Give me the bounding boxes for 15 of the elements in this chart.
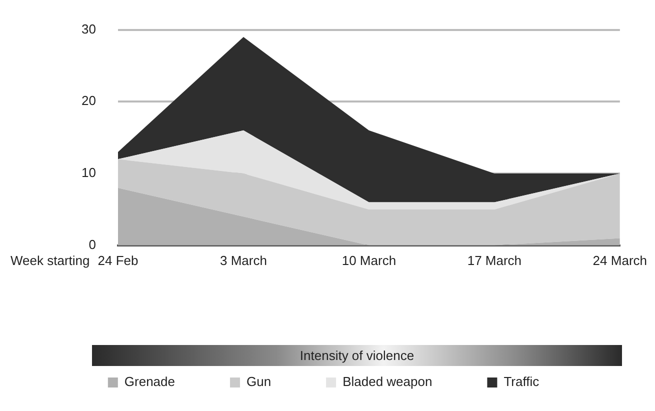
x-tick-label: 17 March [467, 252, 522, 268]
legend-label: Grenade [124, 374, 175, 390]
x-tick-label: 24 March [592, 252, 648, 268]
legend-label: Gun [246, 374, 272, 390]
x-tick-label: 10 March [342, 252, 396, 268]
legend-label: Bladed weapon [342, 374, 432, 390]
x-tick-label: 24 Feb [98, 252, 138, 268]
y-tick-label: 10 [82, 165, 96, 180]
y-tick-label: 30 [82, 21, 96, 36]
legend-label: Traffic [504, 374, 540, 390]
x-tick-label: 3 March [220, 252, 267, 268]
x-axis-title: Week starting [10, 252, 90, 268]
y-tick-label: 0 [88, 236, 96, 252]
gradient-scale: Intensity of violence [92, 345, 622, 366]
y-tick-label: 20 [82, 93, 96, 108]
